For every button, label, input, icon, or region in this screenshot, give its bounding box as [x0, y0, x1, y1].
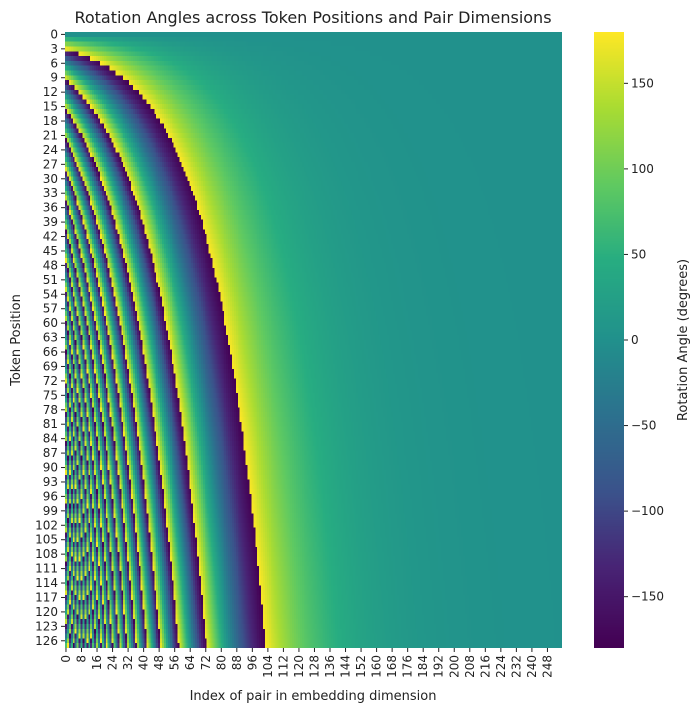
heatmap [65, 32, 562, 648]
x-tick-label: 248 [540, 655, 554, 678]
x-tick-label: 80 [214, 655, 228, 670]
x-tick-label: 208 [463, 655, 477, 678]
y-axis-label: Token Position [9, 294, 24, 387]
x-tick-label: 160 [370, 655, 384, 678]
colorbar-tick-label: −50 [631, 419, 656, 433]
x-tick-label: 8 [75, 655, 89, 663]
x-tick-label: 56 [168, 655, 182, 670]
x-tick-label: 232 [509, 655, 523, 678]
x-tick-label: 0 [59, 655, 73, 663]
y-tick-label: 111 [35, 562, 58, 576]
y-tick-label: 90 [43, 461, 58, 475]
y-tick-label: 33 [43, 186, 58, 200]
y-tick-label: 36 [43, 201, 58, 215]
x-tick-label: 152 [354, 655, 368, 678]
x-tick-label: 120 [292, 655, 306, 678]
x-tick-label: 216 [478, 655, 492, 678]
x-tick-label: 72 [199, 655, 213, 670]
y-tick-label: 21 [43, 128, 58, 142]
y-tick-label: 105 [35, 533, 58, 547]
y-tick-label: 60 [43, 316, 58, 330]
x-tick-label: 240 [525, 655, 539, 678]
y-tick-label: 15 [43, 100, 58, 114]
x-tick-label: 144 [339, 655, 353, 678]
x-tick-label: 200 [447, 655, 461, 678]
colorbar-tick-label: 50 [631, 247, 646, 261]
y-tick-label: 123 [35, 619, 58, 633]
y-tick-label: 57 [43, 302, 58, 316]
x-tick-label: 88 [230, 655, 244, 670]
y-tick-label: 27 [43, 157, 58, 171]
x-tick-label: 192 [432, 655, 446, 678]
colorbar-tick-label: 150 [631, 76, 654, 90]
y-tick-label: 24 [43, 143, 58, 157]
y-tick-label: 108 [35, 547, 58, 561]
y-tick-label: 45 [43, 244, 58, 258]
colorbar-label: Rotation Angle (degrees) [676, 259, 691, 421]
y-tick-label: 18 [43, 114, 58, 128]
y-tick-label: 30 [43, 172, 58, 186]
y-tick-label: 69 [43, 359, 58, 373]
x-tick-label: 96 [245, 655, 259, 670]
y-tick-label: 126 [35, 634, 58, 648]
x-tick-label: 40 [137, 655, 151, 670]
colorbar-tick-label: −100 [631, 504, 664, 518]
chart-title: Rotation Angles across Token Positions a… [74, 8, 551, 27]
y-tick-label: 78 [43, 403, 58, 417]
x-tick-label: 184 [416, 655, 430, 678]
y-tick-label: 54 [43, 287, 58, 301]
y-tick-label: 3 [50, 42, 58, 56]
colorbar-tick-label: −150 [631, 590, 664, 604]
y-tick-label: 6 [50, 56, 58, 70]
x-tick-label: 104 [261, 655, 275, 678]
x-tick-label: 48 [152, 655, 166, 670]
x-tick-label: 128 [307, 655, 321, 678]
x-tick-label: 16 [90, 655, 104, 670]
x-tick-label: 168 [385, 655, 399, 678]
y-tick-label: 96 [43, 489, 58, 503]
colorbar-gradient [594, 32, 624, 648]
x-tick-label: 136 [323, 655, 337, 678]
y-tick-label: 39 [43, 215, 58, 229]
x-tick-label: 224 [494, 655, 508, 678]
y-tick-label: 117 [35, 590, 58, 604]
y-tick-label: 63 [43, 331, 58, 345]
colorbar-tick-label: 0 [631, 333, 639, 347]
y-tick-label: 51 [43, 273, 58, 287]
colorbar: 150 100 50 0 −50 −100 −150 [594, 32, 664, 648]
y-tick-label: 48 [43, 258, 58, 272]
colorbar-ticks: 150 100 50 0 −50 −100 −150 [624, 76, 664, 604]
y-tick-label: 84 [43, 432, 58, 446]
y-tick-label: 99 [43, 504, 58, 518]
y-tick-label: 93 [43, 475, 58, 489]
heatmap-cells [65, 32, 562, 648]
colorbar-tick-label: 100 [631, 162, 654, 176]
y-tick-label: 72 [43, 374, 58, 388]
x-tick-label: 112 [276, 655, 290, 678]
y-tick-label: 102 [35, 518, 58, 532]
y-tick-label: 81 [43, 417, 58, 431]
x-tick-label: 176 [401, 655, 415, 678]
y-tick-label: 114 [35, 576, 58, 590]
y-tick-label: 66 [43, 345, 58, 359]
y-tick-label: 87 [43, 446, 58, 460]
y-tick-label: 120 [35, 605, 58, 619]
y-axis-ticks: 0369121518212427303336394245485154576063… [35, 27, 65, 648]
x-tick-label: 24 [106, 655, 120, 670]
x-tick-label: 32 [121, 655, 135, 670]
y-tick-label: 75 [43, 388, 58, 402]
y-tick-label: 42 [43, 230, 58, 244]
x-axis-ticks: 0 8 16 24 32 40 48 56 64 72 80 88 96 104 112 120 128 136 1… [59, 648, 554, 678]
y-tick-label: 9 [50, 71, 58, 85]
x-axis-label: Index of pair in embedding dimension [190, 689, 437, 704]
x-tick-label: 64 [183, 655, 197, 670]
y-tick-label: 12 [43, 85, 58, 99]
y-tick-label: 0 [50, 27, 58, 41]
